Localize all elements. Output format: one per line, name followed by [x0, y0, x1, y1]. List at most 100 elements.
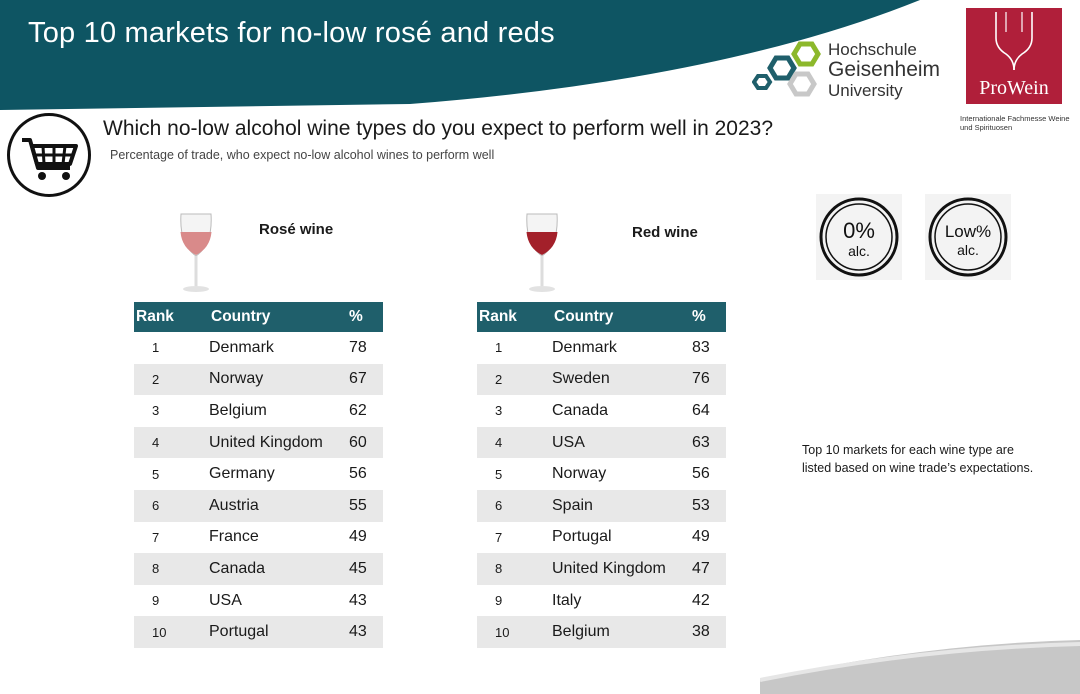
hgu-line3: University [828, 81, 903, 100]
table-row: 5 Norway 56 [477, 458, 726, 490]
percent-cell: 64 [692, 401, 710, 419]
country-column-header: Country [552, 302, 692, 332]
country-cell: Spain [552, 489, 692, 522]
percent-cell: 62 [349, 401, 367, 419]
table-row: 2 Sweden 76 [477, 363, 726, 396]
percent-column-header: % [349, 302, 383, 332]
table-row: 4 United Kingdom 60 [134, 426, 383, 459]
rank-column-header: Rank [134, 302, 209, 332]
country-cell: Italy [552, 591, 582, 609]
rank-cell: 1 [152, 340, 160, 356]
percent-cell: 76 [692, 363, 726, 396]
table-row: 7 France 49 [134, 522, 383, 554]
rank-cell: 7 [152, 529, 160, 545]
country-cell: Denmark [209, 338, 274, 356]
rank-column-header: Rank [477, 302, 552, 332]
table-row: 2 Norway 67 [134, 363, 383, 396]
rank-cell: 5 [495, 466, 503, 482]
percent-cell: 83 [692, 338, 710, 356]
zero-alc-text: alc. [848, 243, 870, 259]
table-header-row: Rank Country % [134, 302, 383, 332]
question-heading: Which no-low alcohol wine types do you e… [103, 117, 774, 140]
country-cell: Canada [552, 401, 609, 419]
country-cell: USA [552, 426, 692, 459]
table-row: 10 Belgium 38 [477, 616, 726, 648]
percent-cell: 56 [349, 465, 367, 483]
table-row: 1 Denmark 83 [477, 332, 726, 364]
country-cell: Canada [209, 553, 349, 585]
rank-cell: 6 [134, 489, 209, 522]
table-row: 8 Canada 45 [134, 553, 383, 585]
header-banner: Top 10 markets for no-low rosé and reds [0, 0, 1080, 110]
rank-cell: 2 [477, 363, 552, 396]
percent-cell: 43 [349, 616, 383, 648]
percent-cell: 43 [349, 591, 367, 609]
percent-cell: 47 [692, 553, 726, 585]
hgu-line1: Hochschule [828, 40, 917, 59]
table-row: 3 Belgium 62 [134, 395, 383, 427]
country-cell: Sweden [552, 363, 692, 396]
percent-cell: 63 [692, 426, 726, 459]
country-cell: Norway [552, 465, 607, 483]
hexagon-logo-icon [751, 41, 821, 97]
country-cell: Austria [209, 489, 349, 522]
question-subtitle: Percentage of trade, who expect no-low a… [110, 148, 495, 162]
red-ranking-table: Rank Country % 1 Denmark 83 2 Sweden 76 3 Can… [477, 302, 726, 648]
table-row: 5 Germany 56 [134, 458, 383, 490]
rank-cell: 8 [134, 553, 209, 585]
percent-cell: 78 [349, 338, 367, 356]
percent-cell: 55 [349, 489, 383, 522]
rank-cell: 10 [134, 616, 209, 648]
country-cell: USA [209, 591, 242, 609]
percent-cell: 53 [692, 489, 726, 522]
country-cell: Belgium [209, 401, 267, 419]
rank-cell: 7 [495, 529, 503, 545]
zero-percent-alcohol-icon: 0% alc. [816, 194, 902, 280]
footnote-text: Top 10 markets for each wine type are li… [802, 443, 1034, 475]
percent-cell: 49 [349, 528, 367, 546]
country-cell: Portugal [552, 528, 612, 546]
rank-cell: 9 [495, 593, 503, 609]
percent-cell: 49 [692, 528, 710, 546]
percent-cell: 56 [692, 465, 710, 483]
red-wine-label: Red wine [632, 224, 698, 241]
table-row: 4 USA 63 [477, 426, 726, 459]
hgu-line2: Geisenheim [828, 58, 941, 81]
low-percent-alcohol-icon: Low% alc. [925, 194, 1011, 280]
country-cell: Portugal [209, 616, 349, 648]
table-row: 9 USA 43 [134, 585, 383, 617]
table-row: 1 Denmark 78 [134, 332, 383, 364]
table-row: 10 Portugal 43 [134, 616, 383, 648]
rose-wine-glass-icon [178, 210, 214, 294]
shopping-cart-icon [7, 113, 91, 197]
rose-ranking-table: Rank Country % 1 Denmark 78 2 Norway 67 3 Bel… [134, 302, 383, 648]
low-percent-text: Low% [945, 222, 991, 241]
country-cell: Denmark [552, 338, 617, 356]
red-wine-glass-icon [524, 210, 560, 294]
rose-wine-label: Rosé wine [259, 221, 334, 238]
rank-cell: 10 [477, 616, 552, 648]
prowein-subtitle: Internationale Fachmesse Weine und Spiri… [960, 114, 1070, 132]
footer-swoosh-decoration [760, 640, 1080, 694]
percent-cell: 45 [349, 553, 383, 585]
table-row: 7 Portugal 49 [477, 522, 726, 554]
table-header-row: Rank Country % [477, 302, 726, 332]
table-row: 6 Spain 53 [477, 489, 726, 522]
hochschule-geisenheim-logo: Hochschule Geisenheim University [751, 36, 957, 106]
rank-cell: 6 [477, 489, 552, 522]
percent-column-header: % [692, 302, 726, 332]
zero-percent-text: 0% [843, 218, 875, 243]
rank-cell: 8 [477, 553, 552, 585]
table-row: 3 Canada 64 [477, 395, 726, 427]
percent-cell: 67 [349, 363, 383, 396]
low-alc-text: alc. [957, 242, 979, 258]
rank-cell: 2 [134, 363, 209, 396]
percent-cell: 38 [692, 616, 726, 648]
country-cell: United Kingdom [552, 553, 692, 585]
country-cell: Belgium [552, 616, 692, 648]
bottle-outline-icon [995, 12, 1033, 71]
country-column-header: Country [209, 302, 349, 332]
country-cell: Germany [209, 465, 275, 483]
percent-cell: 60 [349, 426, 383, 459]
table-row: 6 Austria 55 [134, 489, 383, 522]
